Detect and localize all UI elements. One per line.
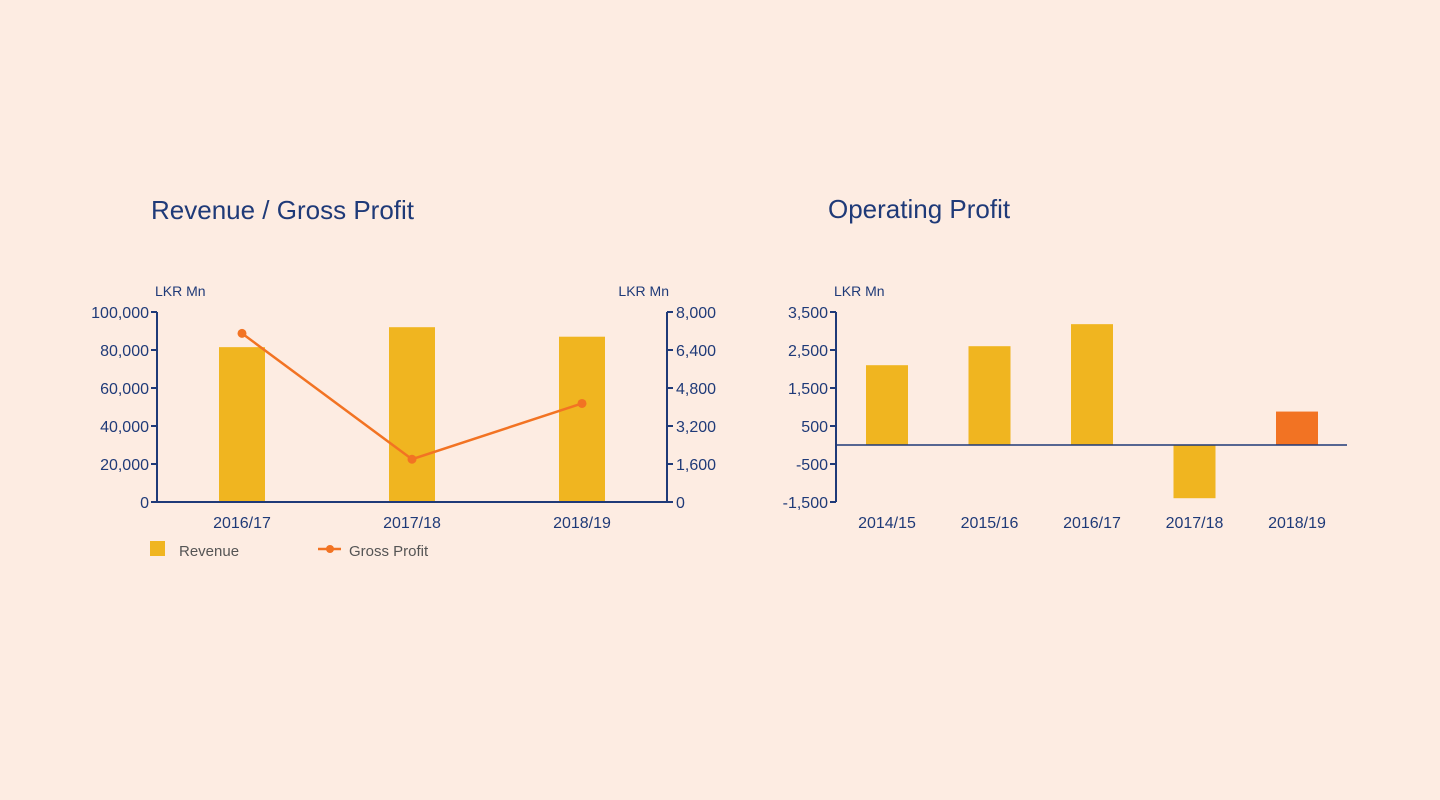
operating-profit-bar [1173, 445, 1216, 499]
revenue-bar [389, 327, 435, 502]
chart1-left-tick-label: 0 [140, 495, 149, 512]
chart2-y-tick-label: -500 [796, 457, 828, 474]
chart1-axes: 0 20,000 40,000 60,000 80,000 100,000 0 1,600 3,… [91, 305, 716, 532]
revenue-gross-profit-chart: Revenue / Gross Profit LKR Mn LKR Mn 0 20… [91, 195, 716, 560]
chart2-unit-label: LKR Mn [834, 283, 885, 299]
chart1-right-tick-label: 6,400 [676, 343, 716, 360]
chart1-title: Revenue / Gross Profit [151, 195, 415, 225]
operating-profit-chart: Operating Profit LKR Mn -1,500 -500 500 1,5… [783, 194, 1347, 532]
chart2-y-tick-label: 500 [801, 419, 828, 436]
chart2-y-tick-label: 1,500 [788, 381, 828, 398]
chart2-category-label: 2016/17 [1063, 515, 1121, 532]
chart2-category-label: 2015/16 [961, 515, 1019, 532]
operating-profit-bar [1071, 324, 1113, 445]
revenue-bar [219, 347, 265, 502]
operating-profit-bar [968, 346, 1011, 445]
chart2-axes: -1,500 -500 500 1,500 2,500 3,500 2014/15 2015/… [783, 305, 1347, 532]
gross-profit-point [577, 398, 587, 408]
chart1-category-label: 2018/19 [553, 515, 611, 532]
chart1-left-tick-label: 40,000 [100, 419, 149, 436]
legend-gross-profit-marker-icon [326, 545, 334, 553]
chart2-category-label: 2014/15 [858, 515, 916, 532]
chart1-right-tick-label: 1,600 [676, 457, 716, 474]
chart1-right-unit-label: LKR Mn [618, 283, 669, 299]
chart1-left-tick-label: 100,000 [91, 305, 149, 322]
chart2-y-tick-label: -1,500 [783, 495, 828, 512]
operating-profit-bar [866, 365, 908, 445]
gross-profit-point [237, 328, 247, 338]
chart2-operating-profit-bars [866, 324, 1318, 499]
chart2-category-label: 2017/18 [1166, 515, 1224, 532]
chart1-left-tick-label: 20,000 [100, 457, 149, 474]
chart1-gross-profit-line [237, 328, 587, 464]
chart2-title: Operating Profit [828, 194, 1011, 224]
legend-revenue-label: Revenue [179, 543, 239, 560]
chart1-right-tick-label: 0 [676, 495, 685, 512]
legend-gross-profit-label: Gross Profit [349, 543, 429, 560]
chart1-legend: Revenue Gross Profit [150, 541, 429, 560]
operating-profit-bar [1276, 411, 1318, 445]
chart2-y-tick-label: 3,500 [788, 305, 828, 322]
chart1-left-tick-label: 60,000 [100, 381, 149, 398]
gross-profit-point [407, 454, 417, 464]
chart1-revenue-bars [219, 327, 605, 502]
chart2-category-label: 2018/19 [1268, 515, 1326, 532]
chart1-category-label: 2016/17 [213, 515, 271, 532]
chart1-right-tick-label: 3,200 [676, 419, 716, 436]
revenue-bar [559, 336, 605, 502]
legend-revenue-swatch [150, 541, 165, 556]
chart1-right-tick-label: 8,000 [676, 305, 716, 322]
chart1-left-tick-label: 80,000 [100, 343, 149, 360]
chart1-category-label: 2017/18 [383, 515, 441, 532]
chart2-y-tick-label: 2,500 [788, 343, 828, 360]
chart1-right-tick-label: 4,800 [676, 381, 716, 398]
chart1-left-unit-label: LKR Mn [155, 283, 206, 299]
